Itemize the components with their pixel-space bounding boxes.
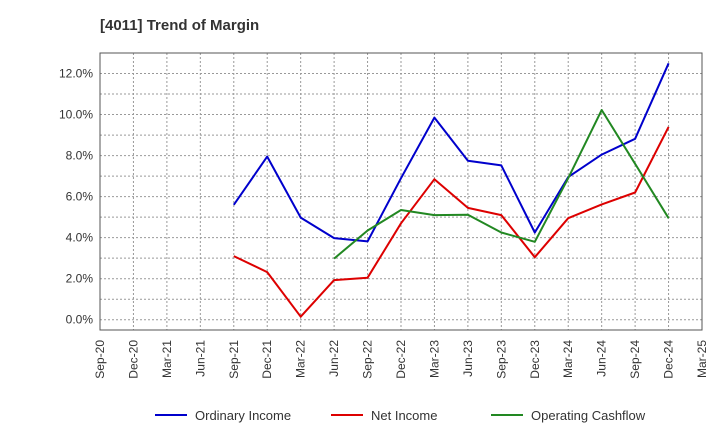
series-line-net-income xyxy=(233,126,670,318)
x-tick-label: Jun-21 xyxy=(193,340,207,377)
x-tick-label: Dec-24 xyxy=(662,340,676,379)
y-tick-label: 2.0% xyxy=(66,272,94,286)
y-tick-label: 8.0% xyxy=(66,149,94,163)
x-tick-label: Dec-23 xyxy=(528,340,542,379)
y-tick-label: 12.0% xyxy=(59,67,93,81)
x-tick-label: Mar-22 xyxy=(294,340,308,378)
x-axis-tick-labels: Sep-20 Dec-20 Mar-21 Jun-21 Sep-21 Dec-21 Mar-… xyxy=(93,340,709,379)
x-tick-label: Mar-25 xyxy=(695,340,709,378)
y-tick-label: 6.0% xyxy=(66,190,94,204)
series-line-ordinary-income xyxy=(232,62,670,243)
series-line-operating-cashflow xyxy=(333,109,670,260)
x-tick-label: Sep-21 xyxy=(227,340,241,379)
grid-lines xyxy=(99,52,703,330)
x-tick-label: Jun-24 xyxy=(595,340,609,377)
x-tick-label: Dec-22 xyxy=(394,340,408,379)
x-tick-label: Sep-24 xyxy=(628,340,642,379)
legend-label: Net Income xyxy=(371,408,437,423)
legend: Ordinary Income Net Income Operating Cashf… xyxy=(155,408,646,423)
series-lines xyxy=(232,62,670,318)
legend-label: Ordinary Income xyxy=(195,408,291,423)
x-tick-label: Mar-23 xyxy=(427,340,441,378)
plot-area xyxy=(99,52,703,331)
x-tick-label: Jun-23 xyxy=(461,340,475,377)
x-tick-label: Mar-24 xyxy=(561,340,575,378)
x-tick-label: Sep-22 xyxy=(361,340,375,379)
y-tick-label: 10.0% xyxy=(59,108,93,122)
y-axis-tick-labels: 0.0% 2.0% 4.0% 6.0% 8.0% 10.0% 12.0% xyxy=(59,67,93,327)
y-tick-label: 0.0% xyxy=(66,313,94,327)
x-tick-label: Dec-20 xyxy=(126,340,140,379)
x-tick-label: Jun-22 xyxy=(327,340,341,377)
x-tick-label: Sep-23 xyxy=(494,340,508,379)
x-tick-label: Mar-21 xyxy=(160,340,174,378)
x-tick-label: Sep-20 xyxy=(93,340,107,379)
y-tick-label: 4.0% xyxy=(66,231,94,245)
chart-title: [4011] Trend of Margin xyxy=(100,17,259,34)
legend-label: Operating Cashflow xyxy=(531,408,646,423)
x-tick-label: Dec-21 xyxy=(260,340,274,379)
